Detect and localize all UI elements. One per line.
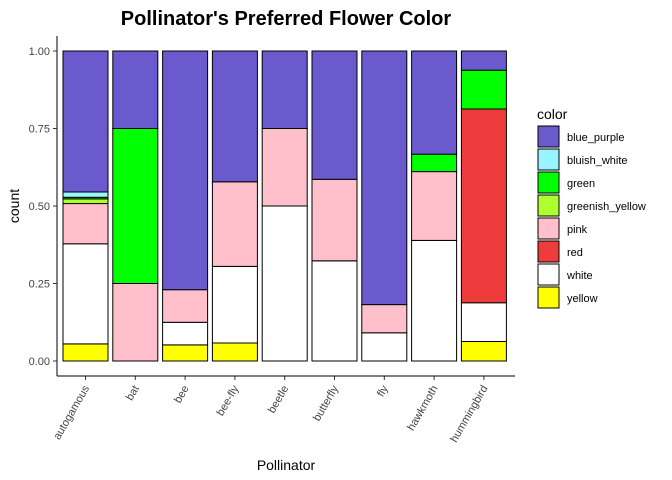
bar-segment-beetle-white bbox=[261, 205, 308, 362]
chart-title: Pollinator's Preferred Flower Color bbox=[121, 8, 452, 30]
y-axis: 0.00 0.25 0.50 0.75 1.00 bbox=[29, 36, 58, 376]
bar-segment-autogamous-yellow bbox=[62, 343, 109, 362]
legend-swatch-pink bbox=[537, 217, 560, 240]
bar-segment-bee-blue_purple bbox=[162, 50, 209, 291]
legend-label-red: red bbox=[567, 247, 583, 259]
x-tick-label: butterfly bbox=[311, 383, 341, 423]
bar-segment-bat-blue_purple bbox=[112, 50, 159, 129]
plot-area bbox=[62, 50, 507, 362]
bar-segment-hummingbird-white bbox=[460, 302, 507, 343]
bar-segment-bat-green bbox=[112, 128, 159, 284]
bar-segment-autogamous-pink bbox=[62, 203, 109, 245]
legend-swatch-greenish_yellow bbox=[537, 194, 560, 217]
x-axis-title: Pollinator bbox=[257, 457, 316, 473]
y-tick-label: 0.50 bbox=[29, 201, 50, 213]
bar-segment-autogamous-blue_purple bbox=[62, 50, 109, 193]
x-tick-label: bee bbox=[172, 384, 192, 406]
bar-segment-hummingbird-yellow bbox=[460, 341, 507, 362]
y-tick-label: 0.75 bbox=[29, 124, 50, 136]
x-axis: autogamous bat bee bee-fly beetle butterfly fl… bbox=[51, 375, 515, 445]
y-axis-title: count bbox=[6, 189, 22, 223]
bar-segment-bee-fly-yellow bbox=[211, 342, 258, 362]
legend-label-greenish_yellow: greenish_yellow bbox=[567, 201, 646, 213]
legend-swatch-bluish_white bbox=[537, 148, 560, 171]
bar-segment-bee-white bbox=[162, 321, 209, 346]
bar-segment-butterfly-pink bbox=[311, 178, 358, 262]
bar-segment-hawkmoth-pink bbox=[411, 171, 458, 241]
legend-label-pink: pink bbox=[567, 224, 588, 236]
legend-title: color bbox=[537, 106, 568, 122]
legend-swatch-blue_purple bbox=[537, 125, 560, 148]
x-tick-label: hawkmoth bbox=[405, 384, 440, 433]
bar-segment-hummingbird-red bbox=[460, 108, 507, 304]
bar-segment-autogamous-white bbox=[62, 243, 109, 345]
y-tick-label: 0.00 bbox=[29, 356, 50, 368]
legend-swatch-yellow bbox=[537, 286, 560, 309]
bar-segment-beetle-pink bbox=[261, 128, 308, 207]
y-tick-label: 1.00 bbox=[29, 46, 50, 58]
bar-segment-fly-white bbox=[361, 332, 408, 362]
legend-label-white: white bbox=[566, 270, 593, 282]
bar-segment-bee-pink bbox=[162, 289, 209, 323]
bar-segment-autogamous-greenish_yellow bbox=[62, 198, 109, 205]
bar-segment-fly-pink bbox=[361, 304, 408, 334]
bar-segment-hummingbird-green bbox=[460, 69, 507, 110]
bar-segment-hawkmoth-blue_purple bbox=[411, 50, 458, 155]
legend-label-yellow: yellow bbox=[567, 293, 598, 305]
legend-label-bluish_white: bluish_white bbox=[567, 155, 628, 167]
legend-swatch-green bbox=[537, 171, 560, 194]
y-tick-label: 0.25 bbox=[29, 279, 50, 291]
bar-segment-bee-fly-pink bbox=[211, 181, 258, 267]
bar-segment-bat-pink bbox=[112, 283, 159, 362]
bar-segment-bee-fly-white bbox=[211, 265, 258, 344]
x-tick-label: hummingbird bbox=[448, 384, 490, 445]
x-tick-label: autogamous bbox=[51, 383, 92, 442]
bar-segment-fly-blue_purple bbox=[361, 50, 408, 306]
bar-segment-butterfly-blue_purple bbox=[311, 50, 358, 180]
legend-swatch-red bbox=[537, 240, 560, 263]
bar-segment-bee-fly-blue_purple bbox=[211, 50, 258, 183]
x-tick-label: bat bbox=[124, 384, 142, 403]
legend-label-blue_purple: blue_purple bbox=[567, 132, 625, 144]
bar-segment-autogamous-bluish_white bbox=[62, 191, 109, 198]
bar-segment-hawkmoth-green bbox=[411, 153, 458, 173]
x-tick-label: bee-fly bbox=[215, 383, 242, 418]
bar-segment-butterfly-white bbox=[311, 260, 358, 362]
bar-segment-hawkmoth-white bbox=[411, 239, 458, 362]
x-tick-label: beetle bbox=[266, 384, 291, 416]
bar-segment-hummingbird-blue_purple bbox=[460, 50, 507, 71]
bar-segment-beetle-blue_purple bbox=[261, 50, 308, 129]
bar-segment-bee-yellow bbox=[162, 344, 209, 362]
legend-label-green: green bbox=[567, 178, 595, 190]
x-tick-label: fly bbox=[375, 383, 391, 399]
legend-swatch-white bbox=[537, 263, 560, 286]
